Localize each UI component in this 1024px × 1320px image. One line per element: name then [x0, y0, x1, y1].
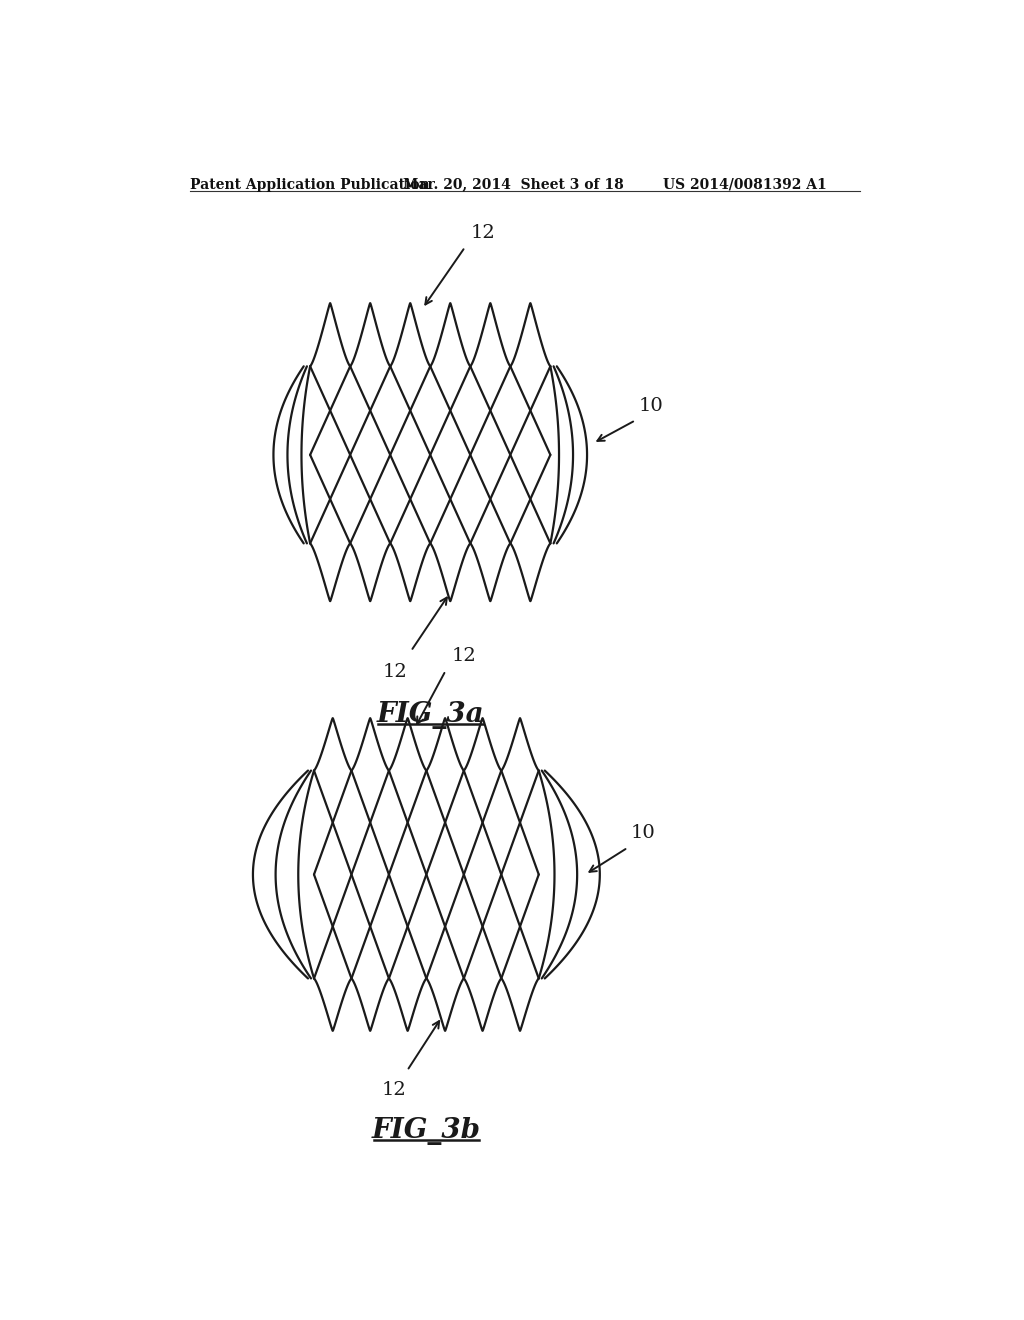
Text: FIG_3b: FIG_3b [372, 1117, 481, 1144]
Text: Mar. 20, 2014  Sheet 3 of 18: Mar. 20, 2014 Sheet 3 of 18 [403, 178, 624, 191]
Text: Patent Application Publication: Patent Application Publication [190, 178, 430, 191]
Text: 12: 12 [381, 1081, 407, 1098]
Text: 12: 12 [452, 647, 476, 665]
Text: US 2014/0081392 A1: US 2014/0081392 A1 [663, 178, 826, 191]
Text: 12: 12 [471, 223, 496, 242]
Text: 10: 10 [631, 824, 655, 842]
Text: FIG_3a: FIG_3a [377, 701, 484, 729]
Text: 12: 12 [382, 663, 407, 681]
Text: 10: 10 [639, 397, 664, 414]
